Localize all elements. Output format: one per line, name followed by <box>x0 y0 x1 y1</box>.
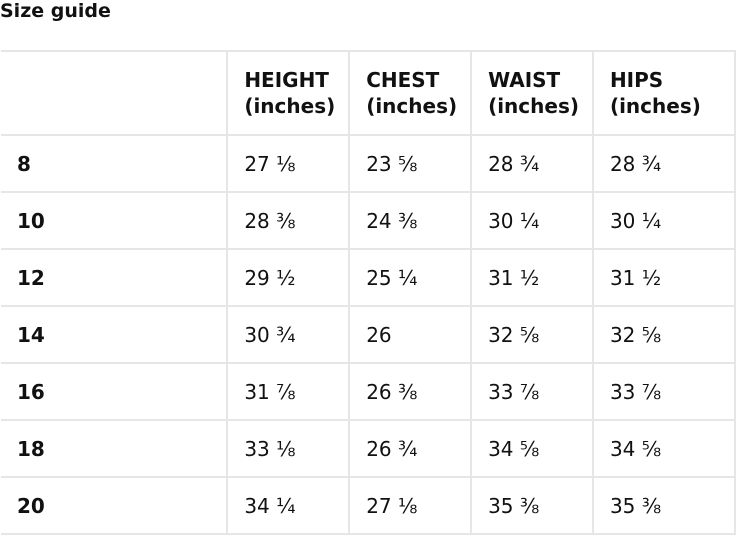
cell-chest: 26 ¾ <box>348 419 473 478</box>
cell-height: 30 ¾ <box>226 305 351 364</box>
cell-chest: 26 <box>348 305 473 364</box>
header-text: (inches) <box>366 94 458 118</box>
cell-hips: 32 ⅝ <box>591 305 736 364</box>
cell-chest: 26 ⅜ <box>348 362 473 421</box>
cell-waist: 34 ⅝ <box>470 419 594 478</box>
cell-hips: 35 ⅜ <box>591 476 736 535</box>
cell-size: 8 <box>1 134 229 193</box>
cell-size: 14 <box>1 305 229 364</box>
cell-hips: 34 ⅝ <box>591 419 736 478</box>
column-header-waist: WAIST (inches) <box>470 50 594 136</box>
cell-size: 10 <box>1 191 229 250</box>
cell-height: 33 ⅛ <box>226 419 351 478</box>
cell-chest: 27 ⅛ <box>348 476 473 535</box>
header-text: HEIGHT <box>244 68 329 92</box>
cell-chest: 25 ¼ <box>348 248 473 307</box>
cell-waist: 30 ¼ <box>470 191 594 250</box>
size-guide-table: HEIGHT (inches) CHEST (inches) WAIST (inches)… <box>1 50 736 535</box>
cell-waist: 33 ⅞ <box>470 362 594 421</box>
cell-hips: 31 ½ <box>591 248 736 307</box>
cell-height: 34 ¼ <box>226 476 351 535</box>
table-row: 12 29 ½ 25 ¼ 31 ½ 31 ½ <box>1 248 736 307</box>
column-header-size <box>1 50 229 136</box>
column-header-hips: HIPS (inches) <box>591 50 736 136</box>
cell-height: 27 ⅛ <box>226 134 351 193</box>
cell-waist: 28 ¾ <box>470 134 594 193</box>
column-header-height: HEIGHT (inches) <box>226 50 351 136</box>
table-row: 20 34 ¼ 27 ⅛ 35 ⅜ 35 ⅜ <box>1 476 736 535</box>
header-text: (inches) <box>609 94 701 118</box>
cell-size: 20 <box>1 476 229 535</box>
cell-size: 16 <box>1 362 229 421</box>
header-text: WAIST <box>488 68 561 92</box>
table-row: 14 30 ¾ 26 32 ⅝ 32 ⅝ <box>1 305 736 364</box>
cell-height: 29 ½ <box>226 248 351 307</box>
table-row: 18 33 ⅛ 26 ¾ 34 ⅝ 34 ⅝ <box>1 419 736 478</box>
cell-waist: 31 ½ <box>470 248 594 307</box>
table-row: 16 31 ⅞ 26 ⅜ 33 ⅞ 33 ⅞ <box>1 362 736 421</box>
header-text: (inches) <box>244 94 336 118</box>
cell-chest: 24 ⅜ <box>348 191 473 250</box>
cell-waist: 32 ⅝ <box>470 305 594 364</box>
cell-size: 18 <box>1 419 229 478</box>
cell-height: 31 ⅞ <box>226 362 351 421</box>
table-row: 8 27 ⅛ 23 ⅝ 28 ¾ 28 ¾ <box>1 134 736 193</box>
page-title: Size guide <box>0 0 111 22</box>
header-text: (inches) <box>488 94 579 118</box>
cell-hips: 30 ¼ <box>591 191 736 250</box>
cell-hips: 33 ⅞ <box>591 362 736 421</box>
header-text: HIPS <box>609 68 664 92</box>
header-row: HEIGHT (inches) CHEST (inches) WAIST (inches)… <box>1 50 736 136</box>
cell-waist: 35 ⅜ <box>470 476 594 535</box>
cell-chest: 23 ⅝ <box>348 134 473 193</box>
column-header-chest: CHEST (inches) <box>348 50 473 136</box>
cell-size: 12 <box>1 248 229 307</box>
header-text: CHEST <box>366 68 440 92</box>
cell-height: 28 ⅜ <box>226 191 351 250</box>
cell-hips: 28 ¾ <box>591 134 736 193</box>
table-row: 10 28 ⅜ 24 ⅜ 30 ¼ 30 ¼ <box>1 191 736 250</box>
